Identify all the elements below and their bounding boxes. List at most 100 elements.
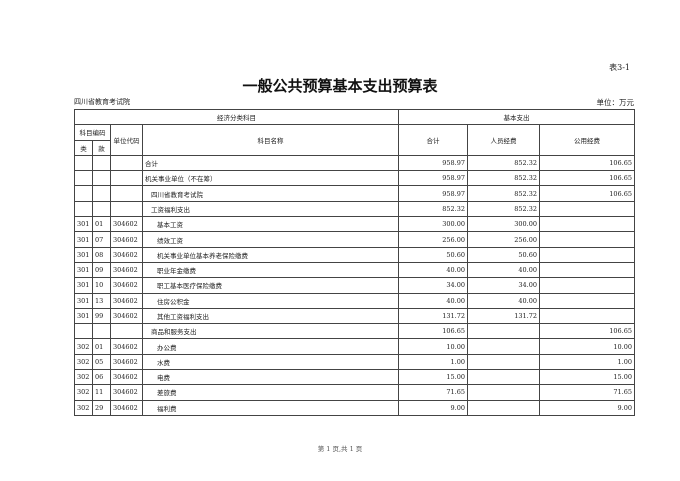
cell-kuan: 05 — [92, 353, 111, 371]
header-basic: 基本支出 — [397, 108, 636, 126]
cell-total: 10.00 — [398, 338, 468, 355]
cell-personnel — [467, 369, 540, 386]
page-title: 一般公共预算基本支出预算表 — [242, 77, 438, 95]
cell-total: 106.65 — [398, 323, 468, 340]
cell-lei — [74, 185, 93, 202]
cell-lei: 301 — [74, 246, 93, 263]
cell-kuan: 06 — [92, 369, 111, 386]
table-row: 302 06 304602 电费 15.00 15.00 — [74, 369, 636, 386]
cell-total: 71.65 — [398, 384, 468, 401]
cell-unit-code — [110, 323, 143, 340]
cell-name: 住房公积金 — [142, 292, 399, 309]
cell-kuan: 01 — [92, 216, 111, 233]
cell-personnel: 852.32 — [467, 154, 540, 172]
cell-kuan: 13 — [92, 292, 111, 309]
cell-public — [538, 231, 636, 248]
cell-lei: 301 — [74, 231, 93, 248]
cell-total: 958.97 — [398, 170, 468, 187]
cell-unit-code — [110, 154, 143, 172]
cell-lei: 302 — [74, 399, 93, 416]
cell-lei: 302 — [74, 369, 93, 386]
cell-lei — [74, 200, 93, 218]
cell-lei: 302 — [74, 338, 93, 355]
cell-total: 40.00 — [398, 261, 468, 279]
table-row: 301 10 304602 职工基本医疗保险缴费 34.00 34.00 — [74, 277, 636, 294]
cell-lei: 301 — [74, 307, 93, 325]
cell-name: 福利费 — [142, 399, 399, 416]
cell-personnel: 256.00 — [467, 231, 540, 248]
cell-name: 职业年金缴费 — [142, 261, 399, 279]
cell-kuan — [92, 154, 111, 172]
cell-public — [538, 261, 636, 279]
cell-name: 商品和服务支出 — [142, 323, 399, 340]
cell-kuan: 11 — [92, 384, 111, 401]
cell-name: 差旅费 — [142, 384, 399, 401]
header-kuan: 款 — [92, 139, 111, 156]
cell-kuan — [92, 200, 111, 218]
cell-unit-code — [110, 185, 143, 202]
cell-unit-code — [110, 200, 143, 218]
table-row: 商品和服务支出 106.65 106.65 — [74, 323, 636, 340]
cell-unit-code: 304602 — [110, 353, 143, 371]
table-row: 四川省教育考试院 958.97 852.32 106.65 — [74, 185, 636, 202]
cell-lei: 302 — [74, 384, 93, 401]
cell-name: 合计 — [142, 154, 399, 172]
table-row: 301 09 304602 职业年金缴费 40.00 40.00 — [74, 261, 636, 279]
cell-total: 50.60 — [398, 246, 468, 263]
cell-public: 71.65 — [538, 384, 636, 401]
cell-public — [538, 307, 636, 325]
cell-name: 机关事业单位基本养老保险缴费 — [142, 246, 399, 263]
cell-personnel — [467, 323, 540, 340]
cell-name: 其他工资福利支出 — [142, 307, 399, 325]
cell-unit-code: 304602 — [110, 261, 143, 279]
cell-total: 300.00 — [398, 216, 468, 233]
table-number: 表3-1 — [609, 63, 630, 72]
cell-kuan: 07 — [92, 231, 111, 248]
cell-unit-code — [110, 170, 143, 187]
table-row: 302 11 304602 差旅费 71.65 71.65 — [74, 384, 636, 401]
table-row: 机关事业单位（不在筹） 958.97 852.32 106.65 — [74, 170, 636, 187]
cell-personnel — [467, 384, 540, 401]
cell-public — [538, 200, 636, 218]
table-row: 合计 958.97 852.32 106.65 — [74, 154, 636, 172]
cell-total: 1.00 — [398, 353, 468, 371]
cell-lei: 301 — [74, 292, 93, 309]
cell-public: 106.65 — [538, 170, 636, 187]
cell-total: 9.00 — [398, 399, 468, 416]
cell-public: 106.65 — [538, 185, 636, 202]
cell-total: 131.72 — [398, 307, 468, 325]
cell-name: 职工基本医疗保险缴费 — [142, 277, 399, 294]
cell-unit-code: 304602 — [110, 338, 143, 355]
cell-personnel — [467, 353, 540, 371]
cell-total: 15.00 — [398, 369, 468, 386]
table-row: 301 07 304602 绩效工资 256.00 256.00 — [74, 231, 636, 248]
cell-total: 958.97 — [398, 154, 468, 172]
organization-name: 四川省教育考试院 — [74, 98, 130, 106]
cell-kuan: 09 — [92, 261, 111, 279]
cell-name: 基本工资 — [142, 216, 399, 233]
cell-name: 工资福利支出 — [142, 200, 399, 218]
header-lei: 类 — [74, 139, 93, 156]
cell-total: 40.00 — [398, 292, 468, 309]
cell-total: 256.00 — [398, 231, 468, 248]
cell-kuan: 29 — [92, 399, 111, 416]
cell-name: 电费 — [142, 369, 399, 386]
cell-unit-code: 304602 — [110, 369, 143, 386]
cell-unit-code: 304602 — [110, 246, 143, 263]
cell-personnel: 300.00 — [467, 216, 540, 233]
cell-personnel: 34.00 — [467, 277, 540, 294]
cell-kuan — [92, 185, 111, 202]
cell-public — [538, 246, 636, 263]
cell-kuan: 99 — [92, 307, 111, 325]
cell-public — [538, 216, 636, 233]
cell-public: 1.00 — [538, 353, 636, 371]
cell-unit-code: 304602 — [110, 399, 143, 416]
cell-public: 106.65 — [538, 323, 636, 340]
cell-personnel: 40.00 — [467, 261, 540, 279]
cell-personnel: 852.32 — [467, 200, 540, 218]
cell-lei — [74, 323, 93, 340]
cell-lei — [74, 154, 93, 172]
cell-personnel: 40.00 — [467, 292, 540, 309]
cell-lei: 301 — [74, 277, 93, 294]
table-row: 301 01 304602 基本工资 300.00 300.00 — [74, 216, 636, 233]
